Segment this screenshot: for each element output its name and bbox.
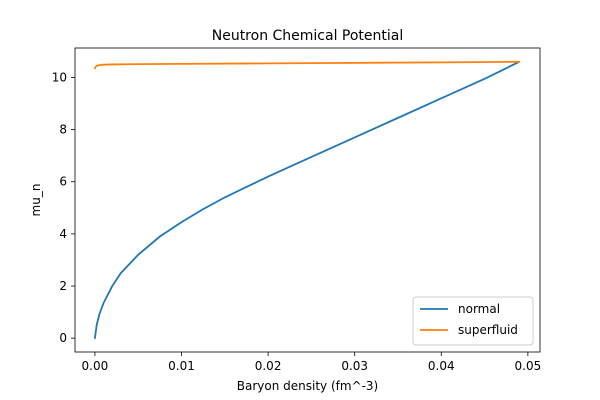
series-line-normal xyxy=(94,60,521,340)
x-tick-label: 0.04 xyxy=(428,359,455,373)
series-line-superfluid xyxy=(94,60,521,70)
legend-label-superfluid: superfluid xyxy=(458,323,518,337)
y-tick-label: 0 xyxy=(59,331,67,345)
legend: normal superfluid xyxy=(412,296,534,346)
x-tick-label: 0.00 xyxy=(82,359,109,373)
x-axis-label: Baryon density (fm^-3) xyxy=(237,379,379,393)
y-axis-label: mu_n xyxy=(29,184,43,217)
y-tick-label: 2 xyxy=(59,279,67,293)
x-tick-label: 0.02 xyxy=(255,359,282,373)
plot-frame xyxy=(74,47,541,353)
y-tick-label: 8 xyxy=(59,123,67,137)
y-tick-label: 4 xyxy=(59,227,67,241)
y-tick-label: 6 xyxy=(59,175,67,189)
y-tick-label: 10 xyxy=(52,70,67,84)
chart-title: Neutron Chemical Potential xyxy=(212,28,404,44)
series-layer xyxy=(94,60,521,340)
legend-label-normal: normal xyxy=(458,302,500,316)
y-axis-ticks: 0 2 4 6 8 10 xyxy=(52,70,75,345)
x-tick-label: 0.01 xyxy=(168,359,195,373)
x-tick-label: 0.05 xyxy=(515,359,542,373)
x-axis-ticks: 0.00 0.01 0.02 0.03 0.04 0.05 xyxy=(82,352,542,373)
x-tick-label: 0.03 xyxy=(341,359,368,373)
